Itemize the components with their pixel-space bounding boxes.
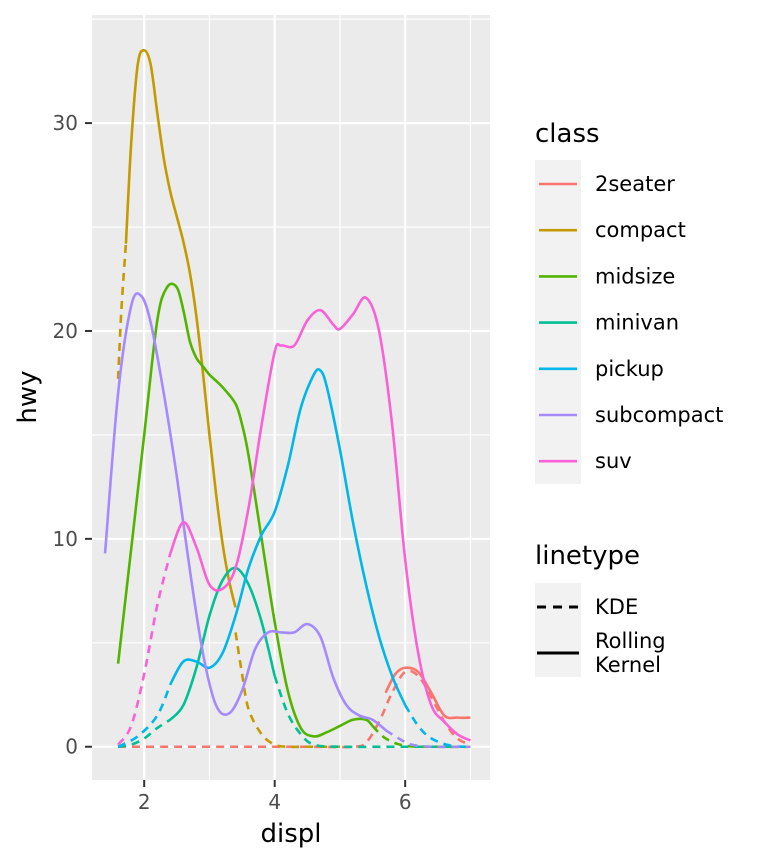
grid-major: [92, 15, 490, 780]
legend-class: class 2seater compact midsize minivan pickup…: [535, 119, 723, 484]
legend-linetype-label-rolling-kernel: Rolling Kernel: [595, 629, 672, 677]
x-tick-label-2: 6: [399, 790, 412, 814]
y-axis-title: hwy: [13, 370, 43, 423]
legend-class-label-suv: suv: [595, 449, 632, 473]
y-tick-label-1: 10: [53, 527, 78, 551]
legend-class-label-2seater: 2seater: [595, 172, 675, 196]
x-axis-title: displ: [260, 819, 321, 849]
legend-linetype: linetype KDE Rolling Kernel: [535, 541, 672, 677]
series-suv-rolling-kernel-16: [169, 296, 471, 742]
x-tick-label-1: 4: [268, 790, 281, 814]
series-subcompact-rolling-kernel-13: [103, 292, 387, 732]
series-compact-rolling-kernel-3: [124, 49, 237, 608]
series-pickup-kde-10: [117, 683, 172, 748]
series-midsize-rolling-kernel-5: [116, 282, 374, 738]
legend-class-label-subcompact: subcompact: [595, 403, 723, 427]
x-tick-label-0: 2: [138, 790, 151, 814]
series-pickup-rolling-kernel-11: [169, 367, 407, 706]
grid-minor: [92, 15, 490, 780]
series-compact-kde-4: [234, 632, 340, 749]
legend-class-label-midsize: midsize: [595, 264, 675, 288]
legend-linetype-label-kde: KDE: [595, 595, 638, 619]
series-compact-kde-2: [116, 243, 128, 379]
y-tick-label-2: 20: [53, 319, 78, 343]
axis-layer: 2 4 6 0 10 20 30: [53, 111, 412, 814]
legend-linetype-label-rolling: Rolling: [595, 629, 666, 653]
legend-class-items: 2seater compact midsize minivan pickup subcom…: [539, 172, 723, 473]
panel-background: [92, 15, 490, 780]
legend-linetype-key-background: [535, 583, 581, 677]
series-suv-kde-15: [117, 553, 172, 746]
series-layer: [103, 49, 471, 749]
y-tick-label-3: 30: [53, 111, 78, 135]
y-tick-label-0: 0: [65, 735, 78, 759]
legend-linetype-label-kernel: Kernel: [595, 653, 661, 677]
legend-linetype-title: linetype: [535, 541, 640, 571]
legend-class-title: class: [535, 119, 600, 149]
series-minivan-kde-7: [117, 718, 171, 749]
legend-class-label-minivan: minivan: [595, 311, 679, 335]
series-minivan-kde-9: [273, 675, 471, 749]
legend-class-label-pickup: pickup: [595, 357, 664, 381]
series-minivan-rolling-kernel-8: [169, 566, 276, 721]
legend-class-label-compact: compact: [595, 218, 686, 242]
series-subcompact-kde-14: [384, 729, 471, 749]
